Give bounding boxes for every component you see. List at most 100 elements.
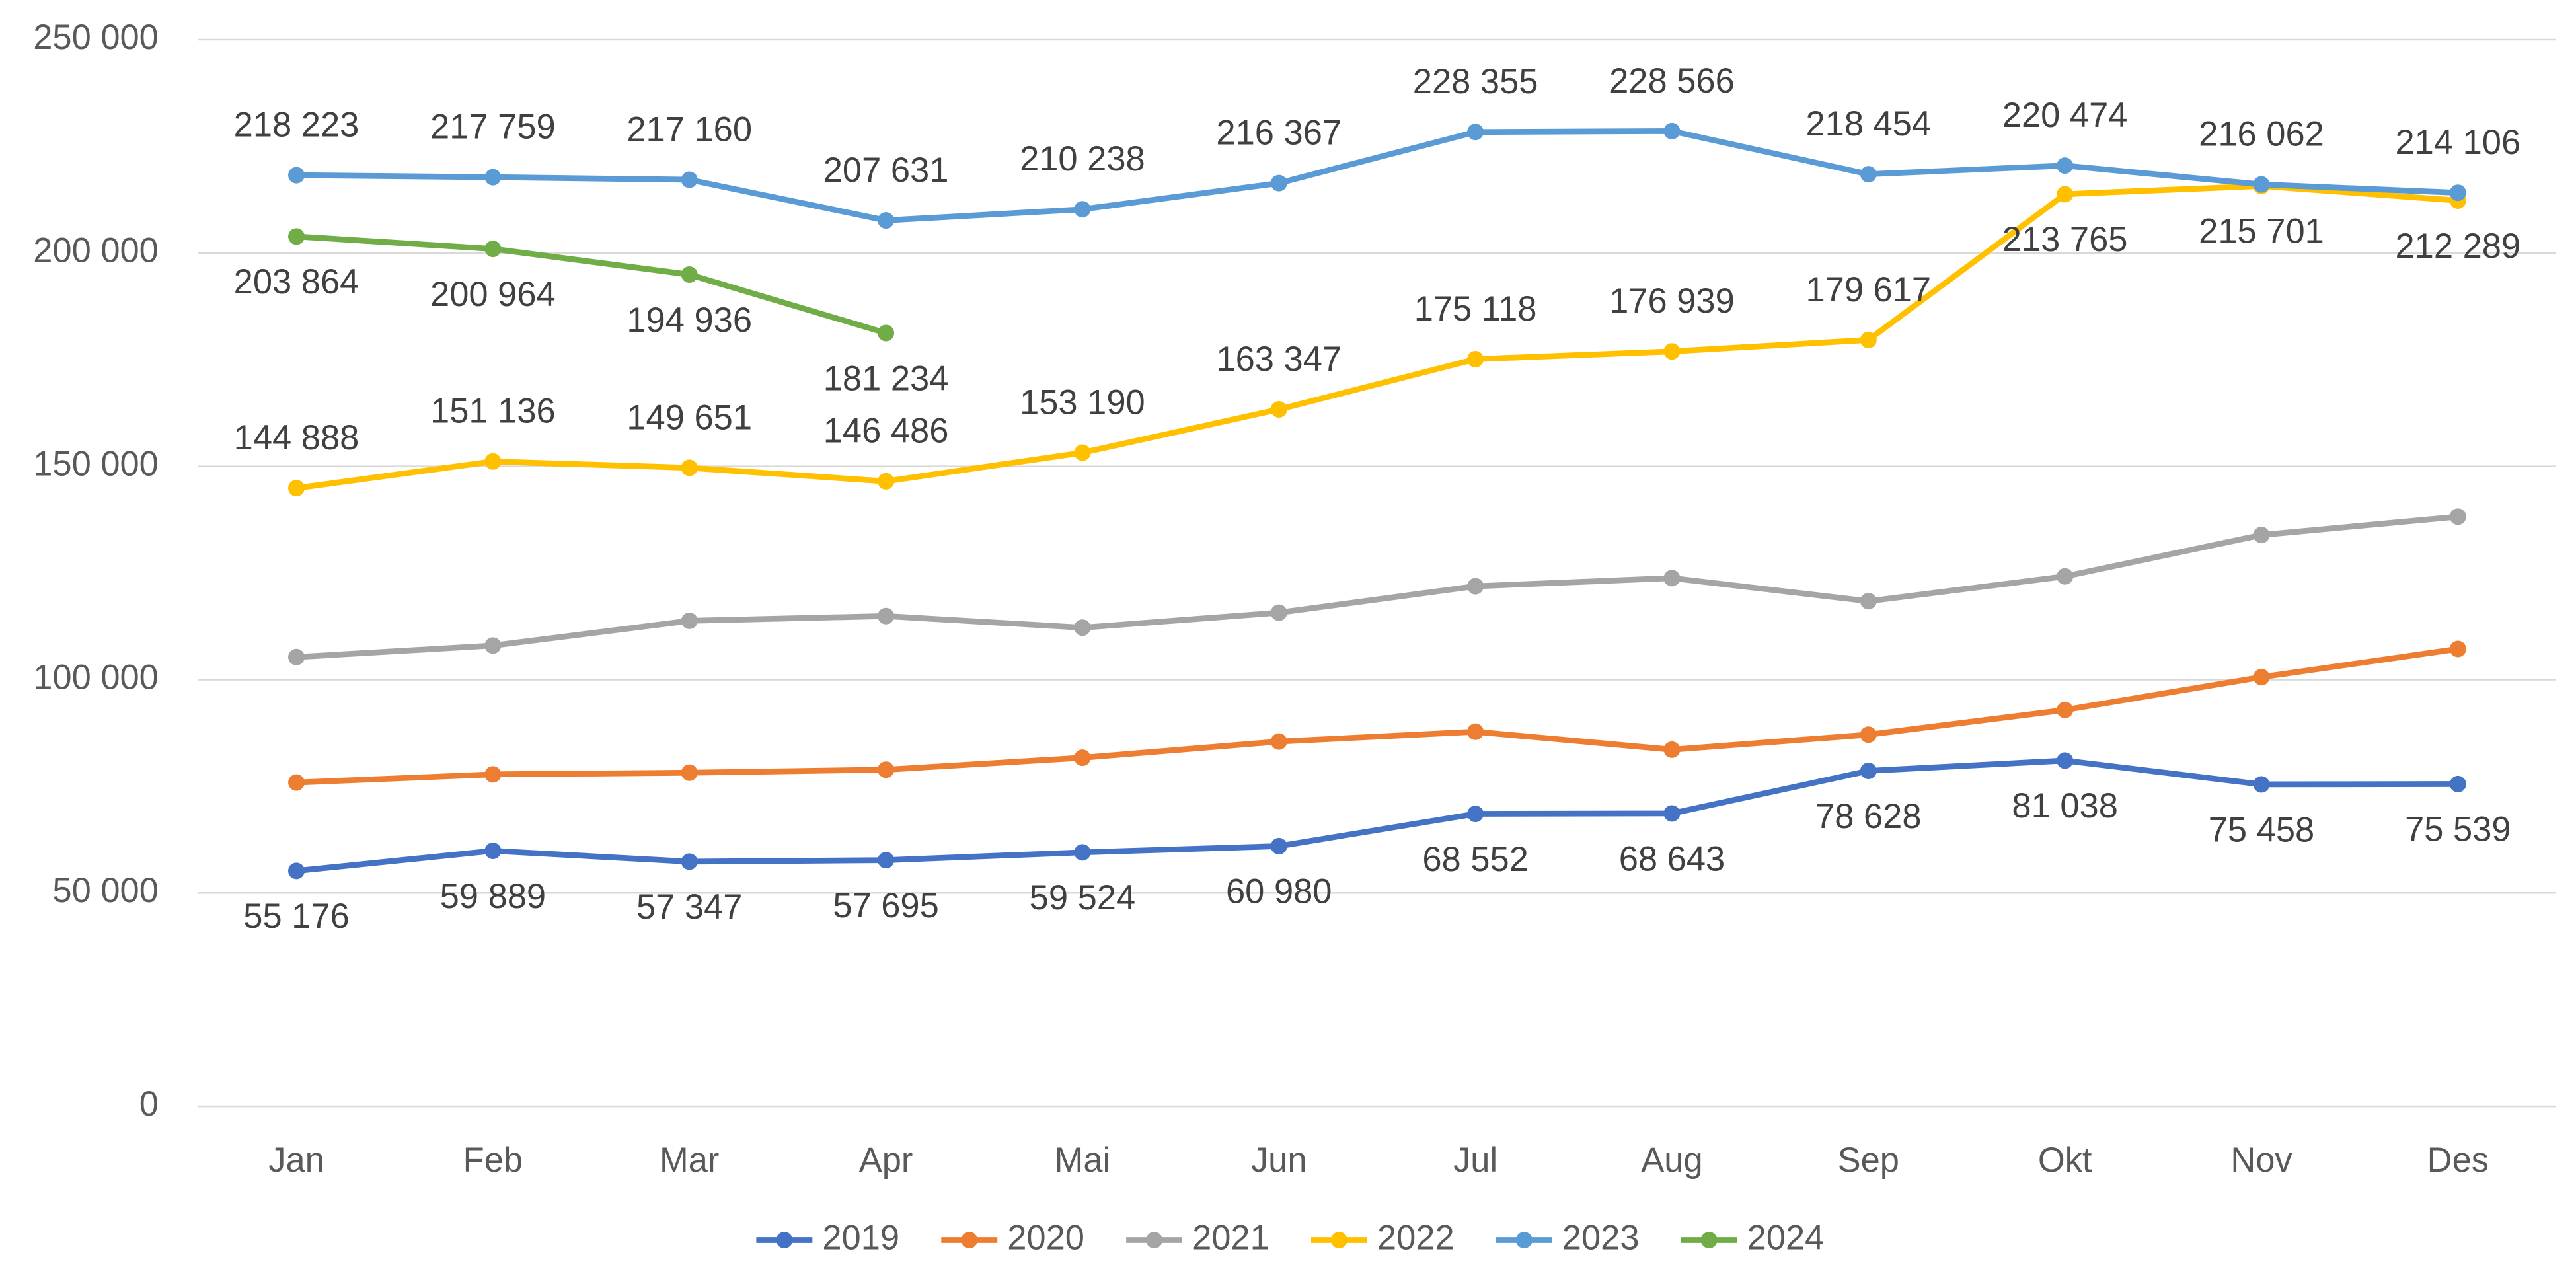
data-label: 214 106 [2396, 124, 2521, 162]
data-label: 163 347 [1216, 340, 1342, 379]
marker [1074, 749, 1091, 767]
marker [2449, 775, 2466, 792]
marker [1860, 726, 1877, 743]
data-label: 146 486 [823, 412, 949, 451]
marker [2057, 701, 2074, 718]
legend-marker [1515, 1232, 1533, 1249]
marker [1860, 166, 1877, 183]
marker [2253, 176, 2270, 193]
x-tick-label: Jun [1251, 1141, 1307, 1180]
marker [681, 171, 698, 188]
data-label: 176 939 [1609, 282, 1735, 321]
marker [2057, 186, 2074, 203]
data-label: 218 223 [234, 106, 360, 145]
marker [1663, 122, 1681, 139]
marker [1074, 201, 1091, 218]
marker [484, 766, 502, 783]
data-label: 59 889 [440, 878, 546, 916]
marker [681, 612, 698, 629]
marker [878, 852, 895, 869]
marker [2449, 640, 2466, 658]
data-label: 200 964 [430, 276, 556, 314]
marker [2449, 184, 2466, 202]
data-label: 151 136 [430, 393, 556, 431]
marker [484, 842, 502, 859]
marker [1074, 844, 1091, 861]
x-tick-label: Mai [1055, 1141, 1111, 1180]
legend-label: 2020 [1007, 1219, 1084, 1257]
marker [288, 648, 305, 665]
marker [1074, 444, 1091, 461]
y-tick-label: 0 [139, 1085, 159, 1123]
data-label: 75 458 [2209, 811, 2314, 849]
data-label: 216 367 [1216, 114, 1342, 153]
marker [1074, 619, 1091, 636]
marker [878, 324, 895, 342]
marker [1467, 723, 1484, 740]
x-tick-label: Des [2427, 1141, 2489, 1180]
data-label: 217 759 [430, 108, 556, 147]
x-tick-label: Sep [1838, 1141, 1899, 1180]
marker [1467, 350, 1484, 367]
x-tick-label: Mar [660, 1141, 719, 1180]
legend-label: 2024 [1747, 1219, 1825, 1257]
data-label: 179 617 [1805, 271, 1931, 309]
x-tick-label: Jul [1453, 1141, 1497, 1180]
marker [1270, 604, 1287, 621]
marker [878, 761, 895, 778]
y-tick-label: 150 000 [33, 445, 159, 483]
marker [288, 167, 305, 184]
legend-label: 2022 [1377, 1219, 1455, 1257]
data-label: 181 234 [823, 360, 949, 398]
marker [1663, 343, 1681, 360]
data-label: 203 864 [234, 263, 360, 301]
legend-label: 2023 [1562, 1219, 1640, 1257]
marker [681, 266, 698, 283]
marker [1270, 733, 1287, 750]
legend-label: 2021 [1192, 1219, 1269, 1257]
legend-marker [961, 1232, 978, 1249]
data-label: 212 289 [2396, 227, 2521, 266]
marker [878, 212, 895, 229]
series-line [293, 513, 2461, 660]
marker [1860, 593, 1877, 610]
series-line [293, 757, 2461, 874]
marker [2253, 527, 2270, 544]
marker [878, 473, 895, 490]
series-line [293, 183, 2461, 492]
data-label: 153 190 [1020, 383, 1145, 422]
marker [1270, 400, 1287, 418]
data-label: 194 936 [626, 301, 752, 340]
x-tick-label: Apr [859, 1141, 913, 1180]
series-line [293, 233, 889, 336]
marker [681, 764, 698, 781]
data-label: 228 355 [1413, 63, 1538, 101]
y-tick-label: 250 000 [33, 19, 159, 57]
marker [1270, 837, 1287, 854]
marker [1467, 578, 1484, 595]
marker [1663, 570, 1681, 587]
marker [1663, 805, 1681, 822]
data-label: 75 539 [2405, 811, 2511, 849]
marker [1860, 331, 1877, 348]
legend-label: 2019 [822, 1219, 899, 1257]
marker [2449, 508, 2466, 525]
marker [1467, 806, 1484, 823]
data-label: 68 643 [1619, 840, 1725, 878]
x-tick-label: Okt [2038, 1141, 2092, 1180]
data-label: 144 888 [234, 419, 360, 457]
marker [1860, 762, 1877, 779]
legend-marker [1700, 1232, 1718, 1249]
marker [2253, 776, 2270, 793]
data-label: 207 631 [823, 151, 949, 190]
data-label: 60 980 [1226, 873, 1332, 911]
series-line [293, 128, 2461, 223]
data-label: 213 765 [2002, 221, 2128, 259]
data-label: 55 176 [243, 897, 349, 936]
marker [681, 853, 698, 870]
data-label: 149 651 [626, 398, 752, 437]
data-label: 220 474 [2002, 96, 2128, 135]
data-label: 175 118 [1414, 290, 1537, 328]
